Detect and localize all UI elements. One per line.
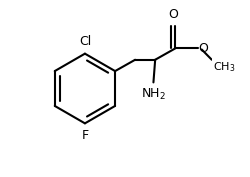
Text: O: O — [168, 8, 178, 21]
Text: O: O — [199, 42, 208, 55]
Text: F: F — [81, 129, 88, 142]
Text: CH$_3$: CH$_3$ — [213, 61, 235, 74]
Text: NH$_2$: NH$_2$ — [141, 87, 166, 102]
Text: Cl: Cl — [79, 35, 91, 48]
